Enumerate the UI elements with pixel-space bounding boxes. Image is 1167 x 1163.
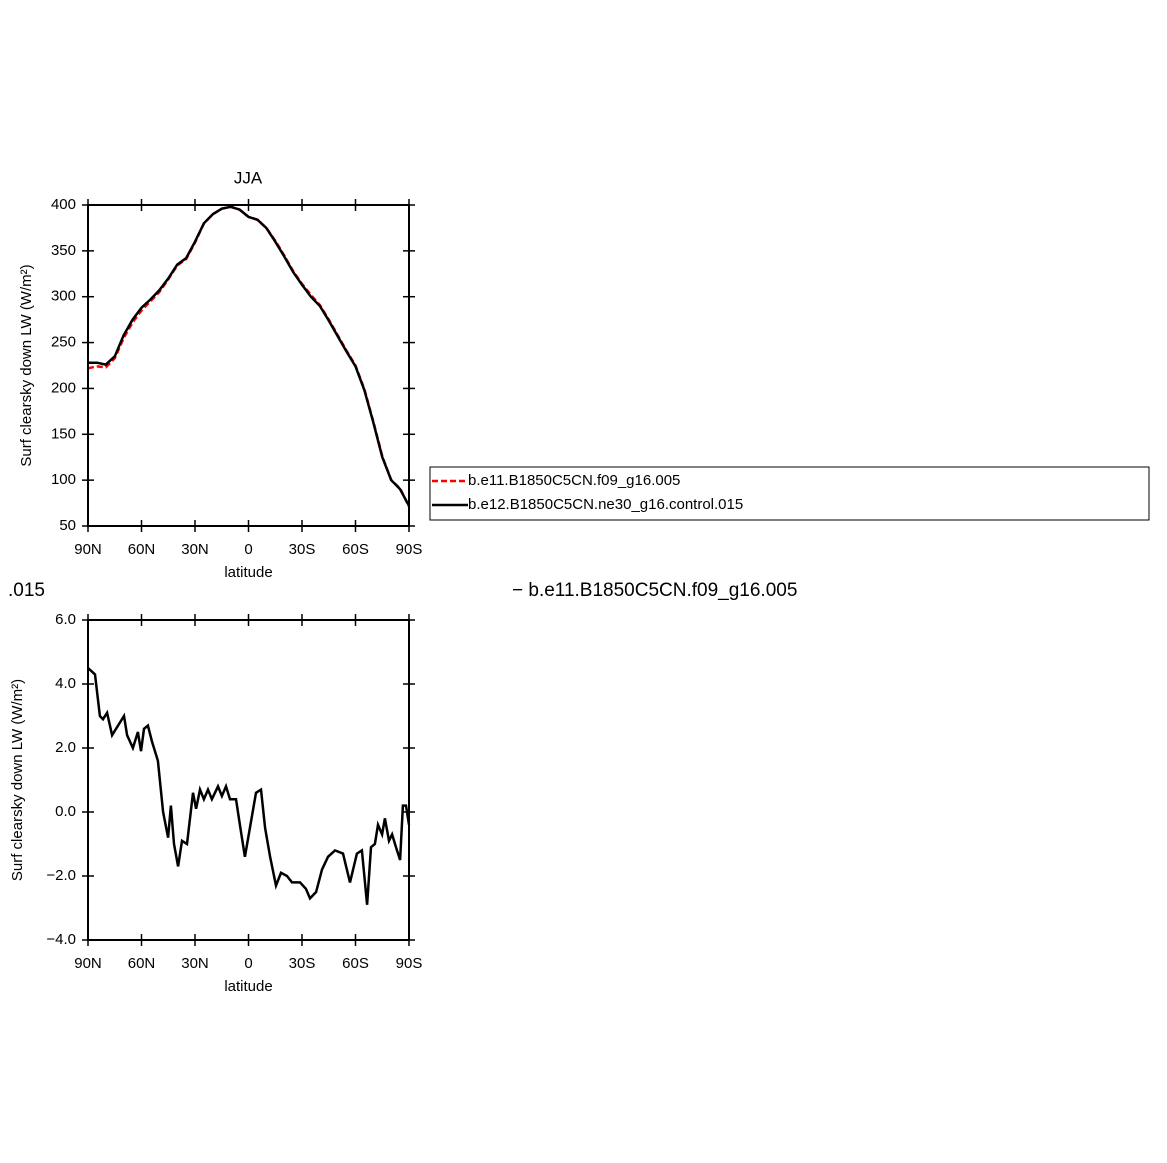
- y-tick-label: 150: [51, 425, 76, 442]
- chart-title-left: .015: [8, 580, 45, 601]
- x-tick-label: 30N: [181, 541, 209, 558]
- y-tick-label: 0.0: [55, 803, 76, 820]
- y-axis-label: Surf clearsky down LW (W/m²): [9, 679, 26, 881]
- y-tick-label: −4.0: [46, 931, 76, 948]
- y-tick-label: 400: [51, 196, 76, 213]
- plot-frame: [87, 204, 410, 527]
- x-axis-label: latitude: [224, 564, 272, 581]
- y-tick-label: 100: [51, 471, 76, 488]
- y-tick-label: −2.0: [46, 867, 76, 884]
- plot-frame: [87, 619, 410, 941]
- legend-label: b.e12.B1850C5CN.ne30_g16.control.015: [468, 496, 743, 513]
- y-tick-label: 2.0: [55, 739, 76, 756]
- x-axis-label: latitude: [224, 978, 272, 995]
- x-tick-label: 0: [244, 955, 252, 972]
- x-tick-label: 60N: [128, 541, 156, 558]
- x-tick-label: 60S: [342, 541, 369, 558]
- series-line: [87, 205, 411, 508]
- legend-box: [429, 466, 1150, 521]
- y-tick-label: 350: [51, 242, 76, 259]
- x-tick-label: 90N: [74, 541, 102, 558]
- y-tick-label: 4.0: [55, 675, 76, 692]
- chart-title: JJA: [234, 168, 263, 187]
- x-tick-label: 30S: [289, 541, 316, 558]
- x-tick-label: 0: [244, 541, 252, 558]
- x-tick-label: 90S: [396, 541, 423, 558]
- x-tick-label: 60S: [342, 955, 369, 972]
- y-tick-label: 6.0: [55, 611, 76, 628]
- x-tick-label: 30S: [289, 955, 316, 972]
- legend-label: b.e11.B1850C5CN.f09_g16.005: [468, 472, 680, 489]
- x-tick-label: 90N: [74, 955, 102, 972]
- x-tick-label: 60N: [128, 955, 156, 972]
- series-line: [88, 205, 411, 507]
- chart-title-right: − b.e11.B1850C5CN.f09_g16.005: [512, 580, 797, 601]
- y-tick-label: 300: [51, 288, 76, 305]
- x-tick-label: 90S: [396, 955, 423, 972]
- y-tick-label: 250: [51, 334, 76, 351]
- y-tick-label: 50: [59, 517, 76, 534]
- x-tick-label: 30N: [181, 955, 209, 972]
- series-line: [87, 667, 411, 905]
- y-axis-label: Surf clearsky down LW (W/m²): [18, 264, 35, 466]
- y-tick-label: 200: [51, 379, 76, 396]
